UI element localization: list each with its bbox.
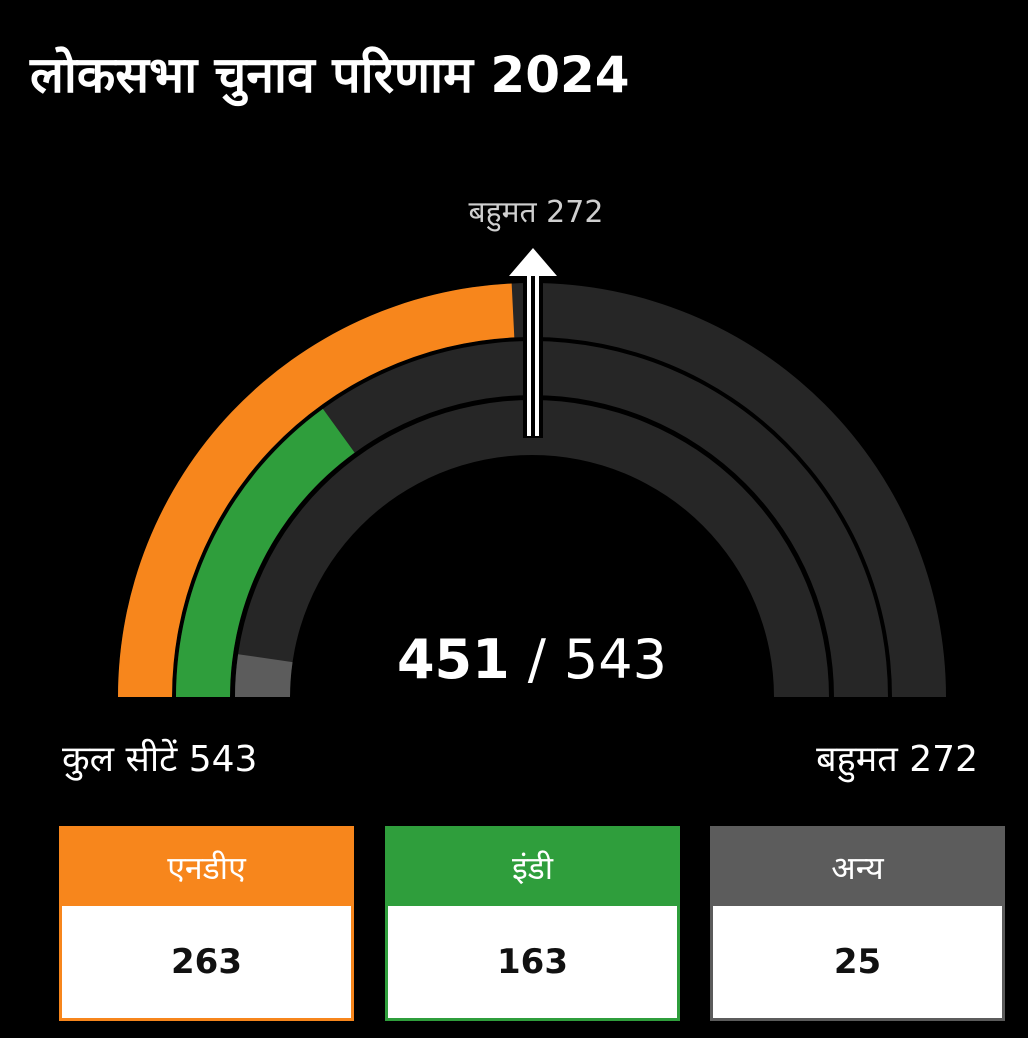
counted-value: 451 — [397, 628, 510, 691]
majority-label: बहुमत 272 — [816, 739, 978, 780]
gauge-arc-nda — [118, 283, 515, 697]
marker-outline — [523, 270, 543, 438]
gauge-track-others — [235, 400, 829, 697]
total-value: 543 — [564, 628, 667, 691]
card-others-value: 25 — [833, 942, 882, 982]
majority-marker-label: बहुमत 272 — [469, 195, 604, 232]
page-title: लोकसभा चुनाव परिणाम 2024 — [30, 46, 630, 104]
counted-total-label: 451 / 543 — [397, 628, 667, 691]
card-nda: एनडीए 263 — [59, 826, 354, 1021]
separator: / — [528, 628, 547, 691]
card-india: इंडी 163 — [385, 826, 680, 1021]
card-nda-label: एनडीए — [62, 829, 351, 906]
card-others: अन्य 25 — [710, 826, 1005, 1021]
gauge-chart: बहुमत 272 451 / 543 — [118, 195, 946, 697]
card-nda-value: 263 — [171, 942, 242, 982]
marker-line-1 — [527, 272, 531, 436]
marker-arrowhead — [509, 248, 557, 276]
card-india-value: 163 — [497, 942, 568, 982]
gauge-arc-others — [235, 654, 293, 697]
gauge-track-india — [176, 341, 888, 697]
card-india-label: इंडी — [388, 829, 677, 906]
card-others-label: अन्य — [713, 829, 1002, 906]
total-seats-label: कुल सीटें 543 — [62, 739, 258, 780]
majority-marker — [509, 248, 557, 438]
gauge-arc-india — [176, 408, 355, 697]
marker-line-2 — [535, 272, 539, 436]
